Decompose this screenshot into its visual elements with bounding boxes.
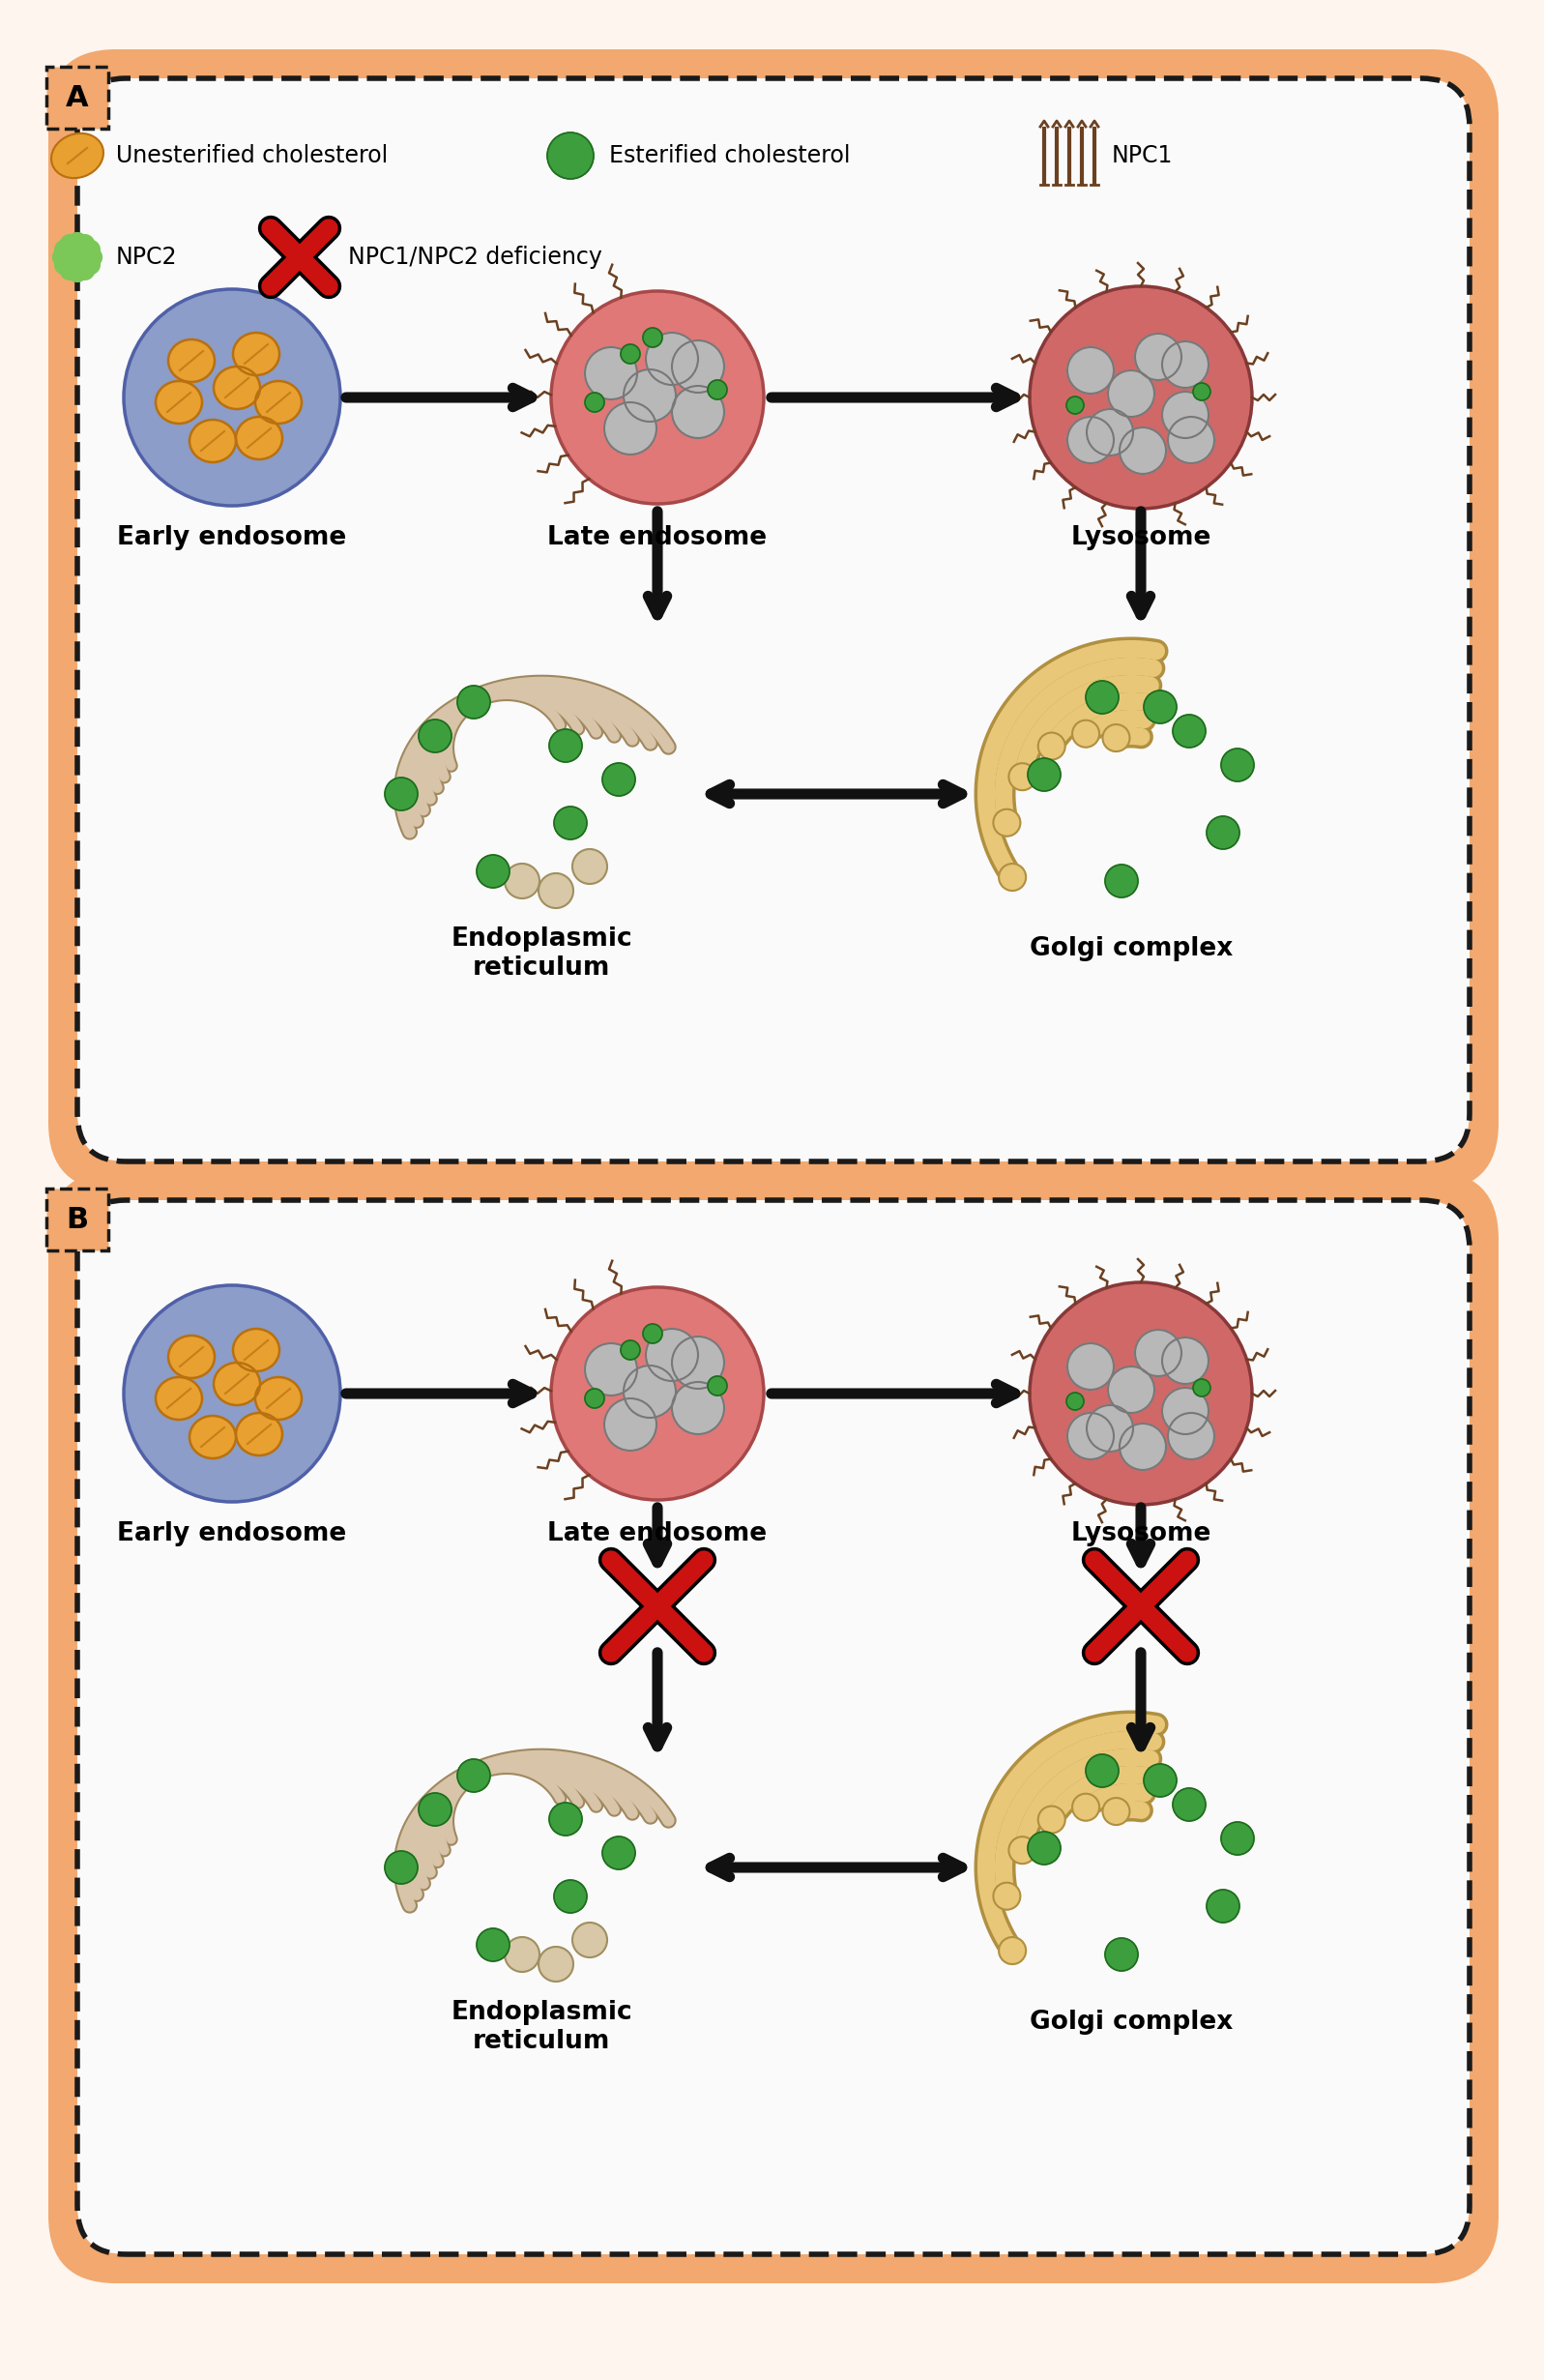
Circle shape: [76, 236, 94, 255]
FancyBboxPatch shape: [48, 50, 1499, 1190]
Circle shape: [1067, 1392, 1084, 1409]
Circle shape: [1173, 714, 1206, 747]
Ellipse shape: [213, 367, 259, 409]
Text: NPC1/NPC2 deficiency: NPC1/NPC2 deficiency: [347, 245, 602, 269]
Circle shape: [707, 381, 727, 400]
Text: Golgi complex: Golgi complex: [1030, 935, 1232, 962]
Text: A: A: [66, 83, 88, 112]
Circle shape: [54, 255, 74, 274]
Circle shape: [993, 1883, 1021, 1909]
Circle shape: [66, 248, 88, 269]
Circle shape: [642, 328, 662, 347]
Circle shape: [604, 1399, 656, 1452]
Circle shape: [585, 1390, 604, 1409]
FancyBboxPatch shape: [48, 1171, 1499, 2282]
Text: Early endosome: Early endosome: [117, 1521, 347, 1547]
Circle shape: [1085, 681, 1118, 714]
Circle shape: [550, 728, 582, 762]
Circle shape: [1087, 409, 1133, 455]
Circle shape: [550, 1802, 582, 1835]
Circle shape: [1167, 1414, 1214, 1459]
Circle shape: [1038, 733, 1065, 759]
Text: Lysosome: Lysosome: [1070, 526, 1210, 550]
Circle shape: [1030, 1283, 1252, 1504]
Circle shape: [1135, 333, 1181, 381]
Ellipse shape: [213, 1364, 259, 1404]
Circle shape: [672, 386, 724, 438]
Circle shape: [1206, 1890, 1240, 1923]
Text: Late endosome: Late endosome: [548, 1521, 767, 1547]
Circle shape: [1163, 1388, 1209, 1435]
Circle shape: [384, 1852, 418, 1885]
Circle shape: [645, 1328, 698, 1380]
Circle shape: [54, 240, 74, 259]
Ellipse shape: [255, 381, 301, 424]
Circle shape: [645, 333, 698, 386]
Text: NPC2: NPC2: [116, 245, 178, 269]
Circle shape: [585, 393, 604, 412]
Circle shape: [1221, 1823, 1254, 1854]
Circle shape: [457, 1759, 489, 1792]
Ellipse shape: [233, 1328, 279, 1371]
Circle shape: [1072, 1795, 1099, 1821]
Circle shape: [124, 288, 340, 507]
Circle shape: [60, 236, 80, 255]
Ellipse shape: [190, 1416, 236, 1459]
Circle shape: [1194, 1378, 1210, 1397]
FancyBboxPatch shape: [77, 79, 1470, 1161]
Circle shape: [1167, 416, 1214, 464]
Circle shape: [384, 778, 418, 812]
Circle shape: [585, 1342, 638, 1395]
Circle shape: [624, 369, 676, 421]
Circle shape: [554, 807, 587, 840]
Circle shape: [1109, 371, 1155, 416]
Circle shape: [624, 1366, 676, 1418]
Ellipse shape: [190, 419, 236, 462]
Circle shape: [1163, 393, 1209, 438]
Circle shape: [1102, 724, 1130, 752]
Circle shape: [1102, 1797, 1130, 1825]
Circle shape: [68, 262, 86, 281]
Text: Endoplasmic
reticulum: Endoplasmic reticulum: [451, 1999, 631, 2054]
Circle shape: [1067, 347, 1113, 393]
Circle shape: [1206, 816, 1240, 850]
Circle shape: [1072, 721, 1099, 747]
Text: NPC1: NPC1: [1112, 145, 1173, 167]
Circle shape: [1119, 428, 1166, 474]
Circle shape: [505, 864, 539, 897]
Circle shape: [1087, 1404, 1133, 1452]
Circle shape: [80, 240, 100, 259]
Circle shape: [1163, 340, 1209, 388]
Circle shape: [1067, 416, 1113, 464]
Circle shape: [1028, 759, 1061, 790]
Circle shape: [707, 1376, 727, 1395]
Circle shape: [999, 1937, 1025, 1963]
Circle shape: [1030, 286, 1252, 509]
Circle shape: [539, 1947, 573, 1983]
Text: Lysosome: Lysosome: [1070, 1521, 1210, 1547]
Circle shape: [1067, 1414, 1113, 1459]
Circle shape: [1038, 1806, 1065, 1833]
Circle shape: [604, 402, 656, 455]
Circle shape: [477, 854, 510, 888]
Circle shape: [418, 719, 451, 752]
Circle shape: [999, 864, 1025, 890]
Ellipse shape: [233, 333, 279, 376]
Circle shape: [1163, 1338, 1209, 1383]
Circle shape: [60, 259, 80, 281]
Circle shape: [551, 290, 764, 505]
Circle shape: [76, 259, 94, 281]
Circle shape: [1106, 864, 1138, 897]
Text: Late endosome: Late endosome: [548, 526, 767, 550]
Ellipse shape: [51, 133, 103, 178]
Circle shape: [1008, 1837, 1036, 1864]
Ellipse shape: [156, 381, 202, 424]
FancyBboxPatch shape: [46, 67, 108, 129]
Ellipse shape: [156, 1378, 202, 1421]
Circle shape: [1144, 1764, 1177, 1797]
Circle shape: [1106, 1937, 1138, 1971]
Circle shape: [551, 1288, 764, 1499]
Circle shape: [539, 873, 573, 909]
Circle shape: [1067, 397, 1084, 414]
